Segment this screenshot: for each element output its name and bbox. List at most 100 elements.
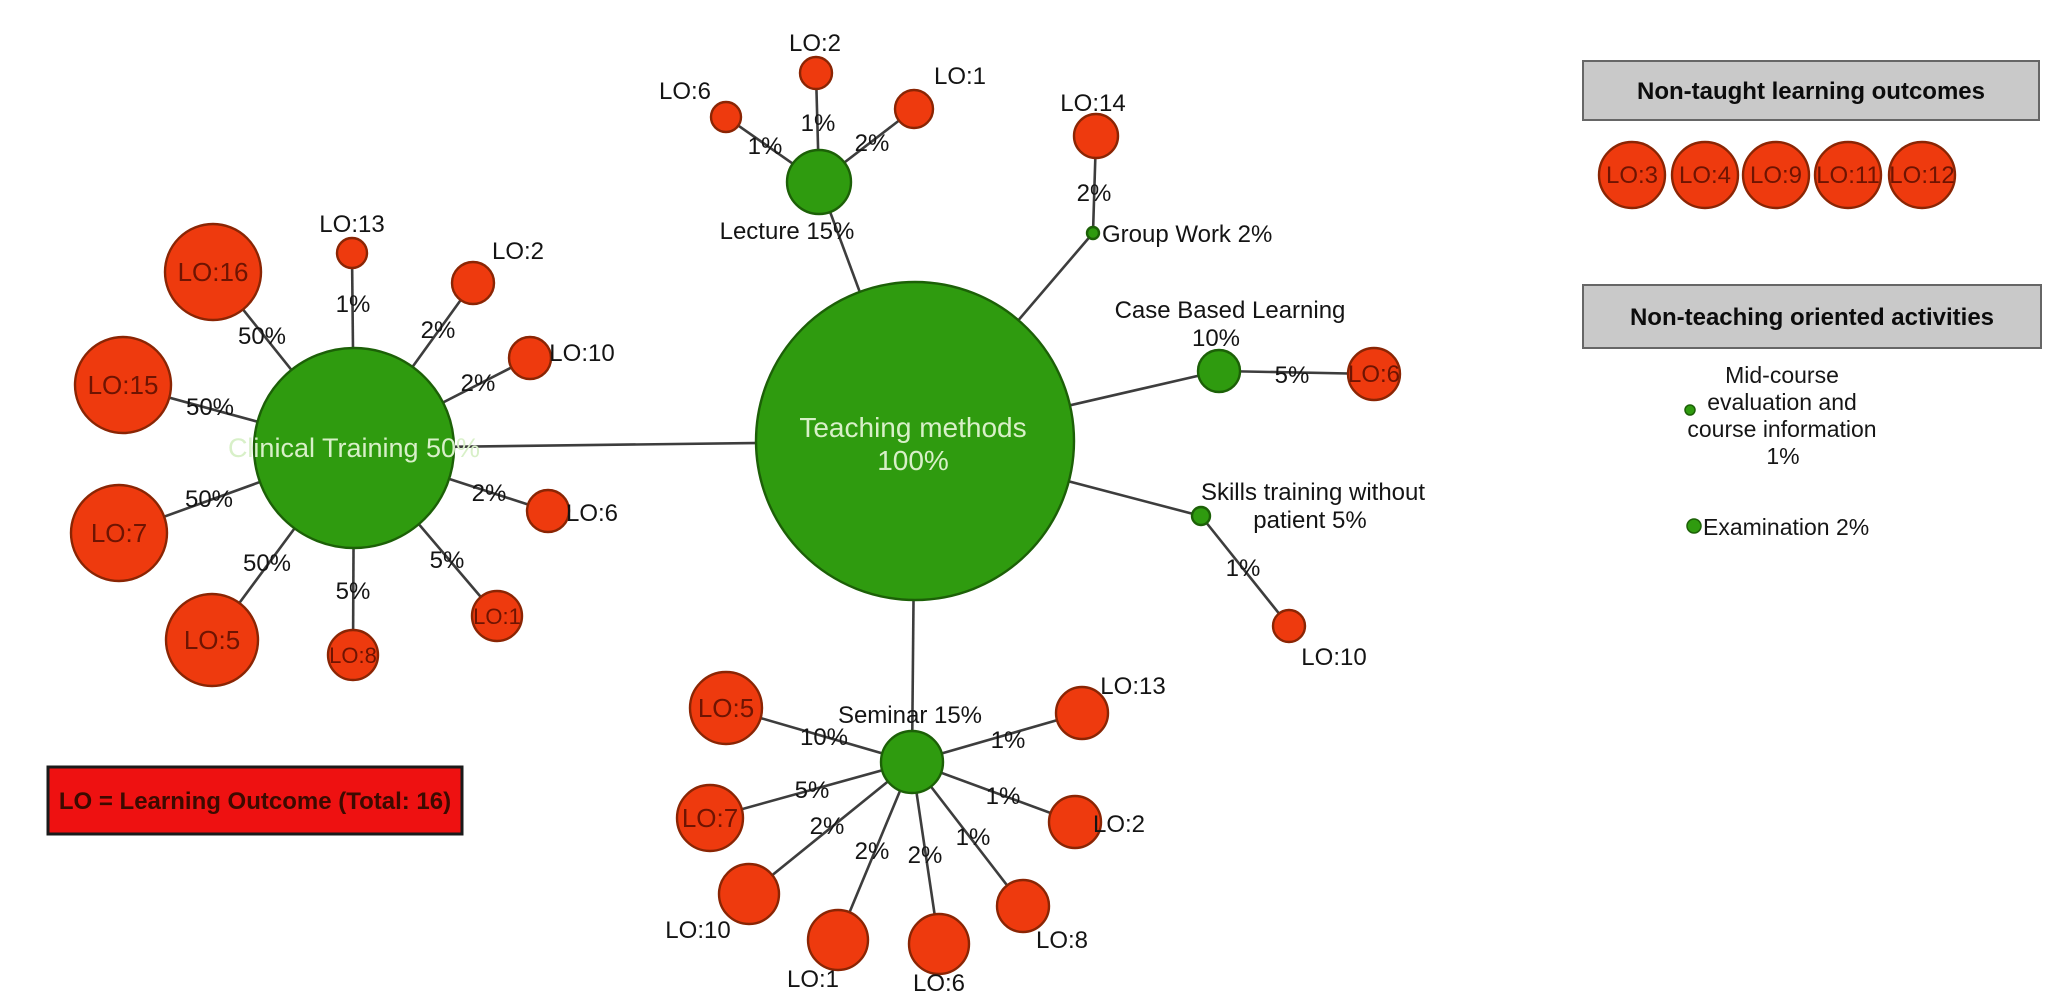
- lo-label: LO:2: [789, 30, 841, 57]
- node-clinical-lo5: [164, 592, 260, 688]
- lo-label: LO:6: [659, 78, 711, 105]
- node-clinical-lo16: [163, 222, 263, 322]
- skills-pct: patient 5%: [1253, 507, 1366, 534]
- lecture-label: Lecture 15%: [720, 218, 855, 245]
- non-teaching-title: Non-teaching oriented activities: [1630, 304, 1994, 331]
- lo-label: LO:16: [178, 257, 249, 287]
- node-nontaught-lo11: [1813, 140, 1883, 210]
- node-casebased-lo6: [1346, 346, 1402, 402]
- node-lecture-lo2: [798, 55, 834, 91]
- lo-label: LO:8: [1036, 927, 1088, 954]
- edge-pct: 50%: [243, 550, 291, 577]
- node-group-work-dot: [1085, 225, 1101, 241]
- node-seminar-lo5: [688, 670, 764, 746]
- mid-course-line: evaluation and: [1707, 389, 1857, 415]
- node-nontaught-lo9: [1741, 140, 1811, 210]
- node-seminar: [879, 729, 945, 795]
- edge-pct: 1%: [986, 783, 1021, 810]
- lo-label: LO:13: [1100, 673, 1165, 700]
- legend-text: LO = Learning Outcome (Total: 16): [59, 788, 451, 815]
- bullet-dot-icon: [1684, 404, 1696, 416]
- edge-pct: 2%: [810, 813, 845, 840]
- node-nontaught-lo4: [1670, 140, 1740, 210]
- clinical-training-label: Clinical Training 50%: [228, 433, 480, 463]
- lo-label: LO:10: [665, 917, 730, 944]
- edge-labels: 50% 50% 50% 50% 5% 5% 2% 2% 2% 1% 1% 1% …: [185, 110, 1309, 869]
- edge-pct: 10%: [800, 724, 848, 751]
- node-clinical-lo6: [525, 488, 571, 534]
- lo-label: LO:13: [319, 211, 384, 238]
- node-clinical-training: [252, 346, 456, 550]
- edge-pct: 2%: [855, 130, 890, 157]
- node-clinical-lo1: [470, 589, 524, 643]
- node-nontaught-lo3: [1597, 140, 1667, 210]
- node-skills-lo10: [1271, 608, 1307, 644]
- node-clinical-lo2: [450, 260, 496, 306]
- node-lecture-lo1: [893, 88, 935, 130]
- node-seminar-lo6: [907, 912, 971, 976]
- edge-pct: 2%: [421, 317, 456, 344]
- node-clinical-lo15: [73, 335, 173, 435]
- node-clinical-lo10: [507, 335, 553, 381]
- non-teaching-panel: Non-teaching oriented activities Mid-cou…: [1582, 284, 2042, 540]
- node-seminar-lo10: [717, 862, 781, 926]
- teaching-methods-label: Teaching methods: [799, 412, 1026, 443]
- node-lecture-lo6: [709, 100, 743, 134]
- node-lecture: [785, 148, 853, 216]
- edge-pct: 1%: [748, 133, 783, 160]
- node-case-based-learning: [1196, 348, 1242, 394]
- non-taught-header-box: [1582, 60, 2040, 121]
- edge-pct: 1%: [801, 110, 836, 137]
- edge-pct: 5%: [336, 578, 371, 605]
- lo-label: LO:2: [492, 238, 544, 265]
- lo-label: LO:14: [1060, 90, 1125, 117]
- node-teaching-methods: [754, 280, 1076, 602]
- legend-box: [46, 765, 464, 836]
- case-based-label: Case Based Learning: [1115, 297, 1346, 324]
- lo-label: LO:1: [473, 604, 521, 629]
- edge-skills-lo10: [1199, 515, 1291, 627]
- legend: LO = Learning Outcome (Total: 16): [46, 765, 464, 836]
- edge-seminar-lo10: [748, 760, 913, 896]
- edge-pct: 1%: [956, 824, 991, 851]
- node-seminar-lo8: [995, 878, 1051, 934]
- lo-label: LO:9: [1750, 162, 1802, 189]
- edge-pct: 2%: [461, 370, 496, 397]
- lo-label: LO:3: [1606, 162, 1658, 189]
- edge-pct: 2%: [472, 480, 507, 507]
- lo-label: LO:10: [549, 340, 614, 367]
- edge-pct: 5%: [795, 777, 830, 804]
- edge-pct: 1%: [1226, 555, 1261, 582]
- lo-label: LO:12: [1889, 162, 1954, 189]
- edge-pct: 50%: [238, 323, 286, 350]
- edge-pct: 50%: [185, 486, 233, 513]
- mid-course-line: course information: [1687, 416, 1876, 442]
- lo-label: LO:1: [934, 63, 986, 90]
- node-skills-training-dot: [1190, 505, 1212, 527]
- node-seminar-lo13: [1054, 685, 1110, 741]
- edge-pct: 1%: [991, 727, 1026, 754]
- node-clinical-lo8: [326, 628, 380, 682]
- node-clinical-lo7: [69, 483, 169, 583]
- lo-label: LO:11: [1816, 162, 1880, 189]
- node-clinical-lo13: [335, 236, 369, 270]
- lo-label: LO:1: [787, 966, 839, 993]
- lo-label: LO:15: [88, 370, 159, 400]
- edge-pct: 2%: [1077, 180, 1112, 207]
- teaching-methods-pct: 100%: [877, 445, 949, 476]
- node-seminar-lo1: [806, 908, 870, 972]
- node-labels: Teaching methods 100% Clinical Training …: [88, 30, 1426, 997]
- node-groupwork-lo14: [1072, 112, 1120, 160]
- lo-label: LO:8: [329, 643, 377, 668]
- lo-label: LO:5: [698, 693, 754, 723]
- seminar-label: Seminar 15%: [838, 702, 982, 729]
- edge-pct: 1%: [336, 291, 371, 318]
- lo-label: LO:2: [1093, 811, 1145, 838]
- lo-label: LO:6: [913, 970, 965, 997]
- lo-label: LO:6: [1348, 361, 1400, 388]
- group-work-label: Group Work 2%: [1102, 221, 1272, 248]
- edge-pct: 2%: [908, 842, 943, 869]
- node-nontaught-lo12: [1887, 140, 1957, 210]
- edge-pct: 5%: [1275, 362, 1310, 389]
